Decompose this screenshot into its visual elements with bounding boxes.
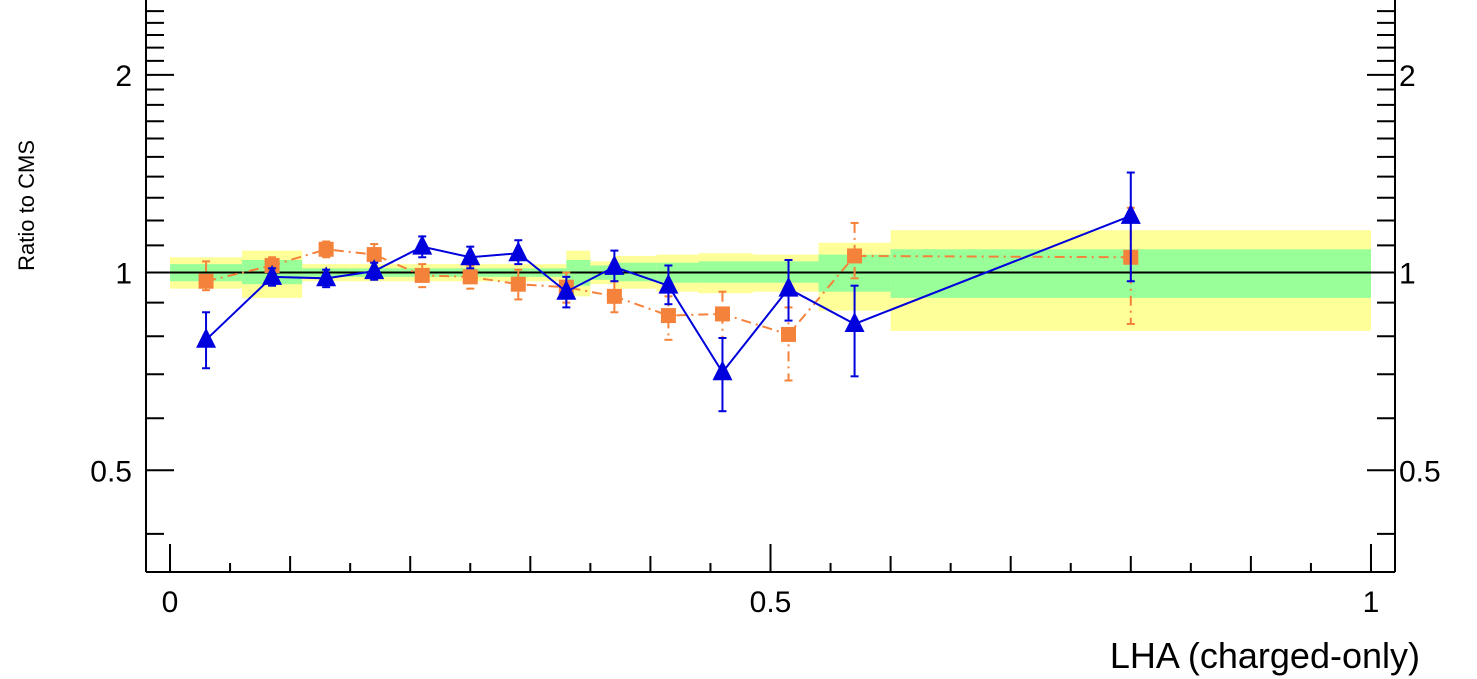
y-tick-label-right: 0.5: [1399, 455, 1441, 488]
orange-series-line: [205, 248, 1131, 336]
x-tick-label: 1: [1363, 586, 1380, 619]
square-marker: [510, 276, 526, 292]
square-marker: [606, 288, 622, 304]
triangle-marker: [412, 234, 433, 255]
triangle-marker: [778, 276, 799, 297]
triangle-marker: [844, 311, 865, 332]
series-layer: [196, 171, 1141, 413]
square-marker: [847, 248, 863, 264]
triangle-marker: [460, 245, 481, 266]
blue-series-line: [205, 214, 1132, 374]
square-marker: [462, 269, 478, 285]
square-marker: [198, 273, 214, 289]
y-tick-label-left: 2: [115, 60, 132, 93]
y-tick-label-right: 2: [1399, 60, 1416, 93]
triangle-marker: [1120, 203, 1141, 224]
y-tick-label-left: 0.5: [90, 455, 132, 488]
triangle-marker: [262, 264, 283, 285]
square-marker: [781, 326, 797, 342]
triangle-marker: [364, 259, 385, 280]
x-tick-label: 0.5: [750, 586, 792, 619]
triangle-marker: [604, 254, 625, 275]
x-tick-label: 0: [162, 586, 179, 619]
triangle-marker: [658, 273, 679, 294]
square-marker: [414, 267, 430, 283]
square-marker: [714, 306, 730, 322]
x-axis-title: LHA (charged-only): [1110, 635, 1420, 676]
square-marker: [318, 241, 334, 257]
triangle-marker: [556, 279, 577, 300]
y-axis-title: Ratio to CMS: [14, 140, 39, 271]
triangle-marker: [712, 360, 733, 381]
triangle-marker: [508, 241, 529, 262]
triangle-marker: [196, 327, 217, 348]
y-tick-label-left: 1: [115, 258, 132, 291]
uncertainty-bands: [170, 230, 1371, 331]
axes: 0 0.5 1 0.5 0.5 1 1 2 2: [90, 0, 1441, 619]
triangle-marker: [316, 266, 337, 287]
square-marker: [660, 308, 676, 324]
square-marker: [366, 247, 382, 263]
y-tick-label-right: 1: [1399, 258, 1416, 291]
